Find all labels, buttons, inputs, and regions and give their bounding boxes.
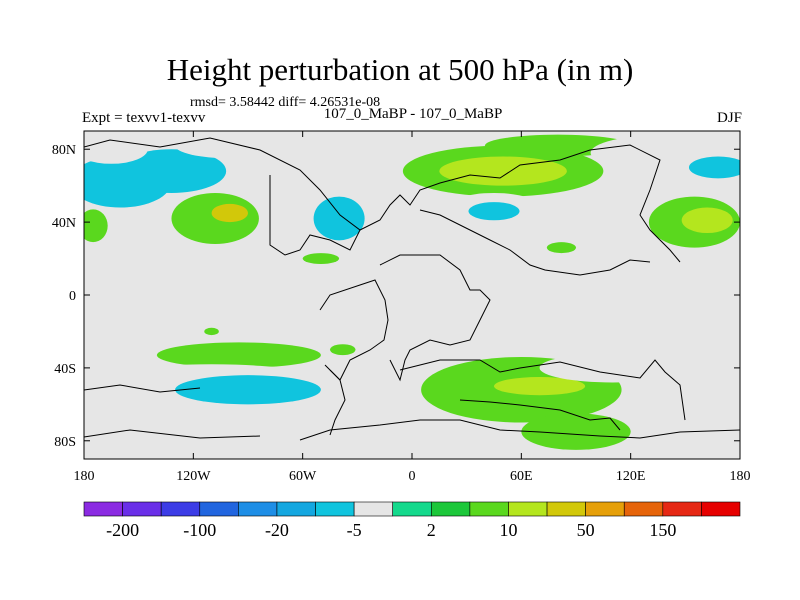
colorbar-swatch-5	[276, 501, 316, 517]
x-tick-label-0: 180	[74, 469, 95, 484]
colorbar-swatch-10	[469, 501, 509, 517]
contour-region-23	[156, 342, 321, 368]
colorbar-swatch-8	[392, 501, 432, 517]
colorbar-swatch-4	[238, 501, 278, 517]
contour-region-31	[539, 353, 686, 383]
colorbar-label-1: -100	[183, 520, 216, 540]
colorbar-swatch-2	[160, 501, 201, 517]
contour-region-7	[211, 203, 248, 223]
y-tick-label-2: 0	[69, 289, 76, 304]
contour-region-32	[648, 380, 722, 410]
contour-region-26	[84, 375, 108, 398]
contour-region-27	[84, 424, 121, 450]
season-label: DJF	[716, 110, 742, 126]
contour-region-2	[84, 134, 148, 164]
x-axis: 180 120W 60W 0 60E 120E 180	[74, 131, 751, 484]
colorbar-swatch-3	[199, 501, 239, 517]
contour-region-17	[681, 207, 733, 234]
y-tick-label-3: 40S	[54, 362, 76, 377]
colorbar-label-5: 10	[499, 520, 517, 540]
colorbar-swatch-0	[83, 501, 123, 517]
contour-region-18	[546, 242, 577, 254]
contour-fields	[84, 132, 740, 452]
x-tick-label-6: 180	[730, 469, 751, 484]
colorbar-swatch-1	[122, 501, 162, 517]
colorbar-swatch-12	[546, 501, 586, 517]
contour-region-13	[688, 156, 740, 179]
contour-region-20	[204, 327, 219, 336]
colorbar-swatch-9	[430, 501, 471, 517]
contour-region-34	[685, 422, 740, 452]
x-tick-label-3: 0	[409, 469, 416, 484]
y-tick-label-4: 80S	[54, 435, 76, 450]
chart-title: Height perturbation at 500 hPa (in m)	[166, 52, 634, 87]
contour-region-1	[116, 149, 227, 193]
contour-region-5	[313, 196, 365, 241]
x-tick-label-2: 60W	[289, 469, 317, 484]
contour-region-6	[171, 192, 259, 244]
contour-region-15	[468, 202, 520, 221]
contour-region-8	[84, 209, 108, 243]
colorbar: -200 -100 -20 -5 2 10 50 150	[83, 501, 741, 540]
contour-region-33	[521, 413, 631, 450]
y-tick-label-0: 80N	[52, 143, 76, 158]
y-tick-label-1: 40N	[52, 216, 76, 231]
colorbar-label-0: -200	[106, 520, 139, 540]
x-tick-label-4: 60E	[510, 469, 533, 484]
colorbar-label-2: -20	[265, 520, 289, 540]
y-axis: 80N 40N 0 40S 80S	[52, 143, 740, 450]
contour-region-22	[330, 344, 356, 356]
colorbar-swatch-16	[701, 501, 741, 517]
x-tick-label-1: 120W	[176, 469, 211, 484]
colorbar-swatch-6	[315, 501, 355, 517]
colorbar-swatch-11	[508, 501, 548, 517]
stats-label: rmsd= 3.58442 diff= 4.26531e-08	[190, 95, 381, 110]
colorbar-label-4: 2	[427, 520, 436, 540]
colorbar-swatch-14	[623, 501, 664, 517]
x-tick-label-5: 120E	[616, 469, 646, 484]
colorbar-label-6: 50	[577, 520, 595, 540]
colorbar-label-7: 150	[649, 520, 676, 540]
colorbar-swatch-13	[585, 501, 625, 517]
case-label: 107_0_MaBP - 107_0_MaBP	[323, 106, 503, 122]
contour-region-21	[439, 320, 476, 343]
experiment-label: Expt = texvv1-texvv	[82, 110, 206, 126]
contour-region-30	[494, 377, 586, 396]
colorbar-label-3: -5	[347, 520, 362, 540]
coastlines	[84, 137, 740, 441]
colorbar-swatch-15	[662, 501, 702, 517]
contour-region-19	[302, 253, 340, 265]
contour-region-10	[439, 156, 567, 186]
colorbar-swatch-7	[353, 501, 394, 517]
contour-region-25	[175, 375, 321, 405]
